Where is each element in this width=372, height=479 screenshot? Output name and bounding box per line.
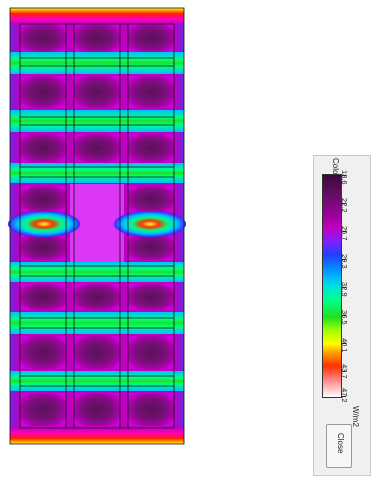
legend-tick-mark	[342, 343, 346, 344]
legend-tick-mark	[342, 175, 346, 176]
close-button-label: Close	[336, 433, 345, 454]
heatmap-top-edge	[10, 8, 184, 24]
heatmap-hotspot-right	[114, 211, 186, 237]
legend-color-bar	[322, 174, 342, 398]
legend-tick-mark	[342, 371, 346, 372]
color-legend-window: Color Legend 18.6 22.2 25.7 29.3 32.9 36…	[313, 155, 371, 476]
legend-tick-mark	[342, 315, 346, 316]
legend-tick-mark	[342, 287, 346, 288]
close-button[interactable]: Close	[326, 424, 352, 468]
heatmap-grid	[9, 7, 185, 445]
legend-tick-mark	[342, 259, 346, 260]
legend-tick-mark	[342, 231, 346, 232]
heatmap-cells	[20, 24, 174, 426]
legend-tick-mark	[342, 203, 346, 204]
legend-tick-mark	[342, 396, 346, 397]
heatmap-bottom-edge	[10, 428, 184, 444]
heatmap-hotspot-left	[8, 211, 80, 237]
